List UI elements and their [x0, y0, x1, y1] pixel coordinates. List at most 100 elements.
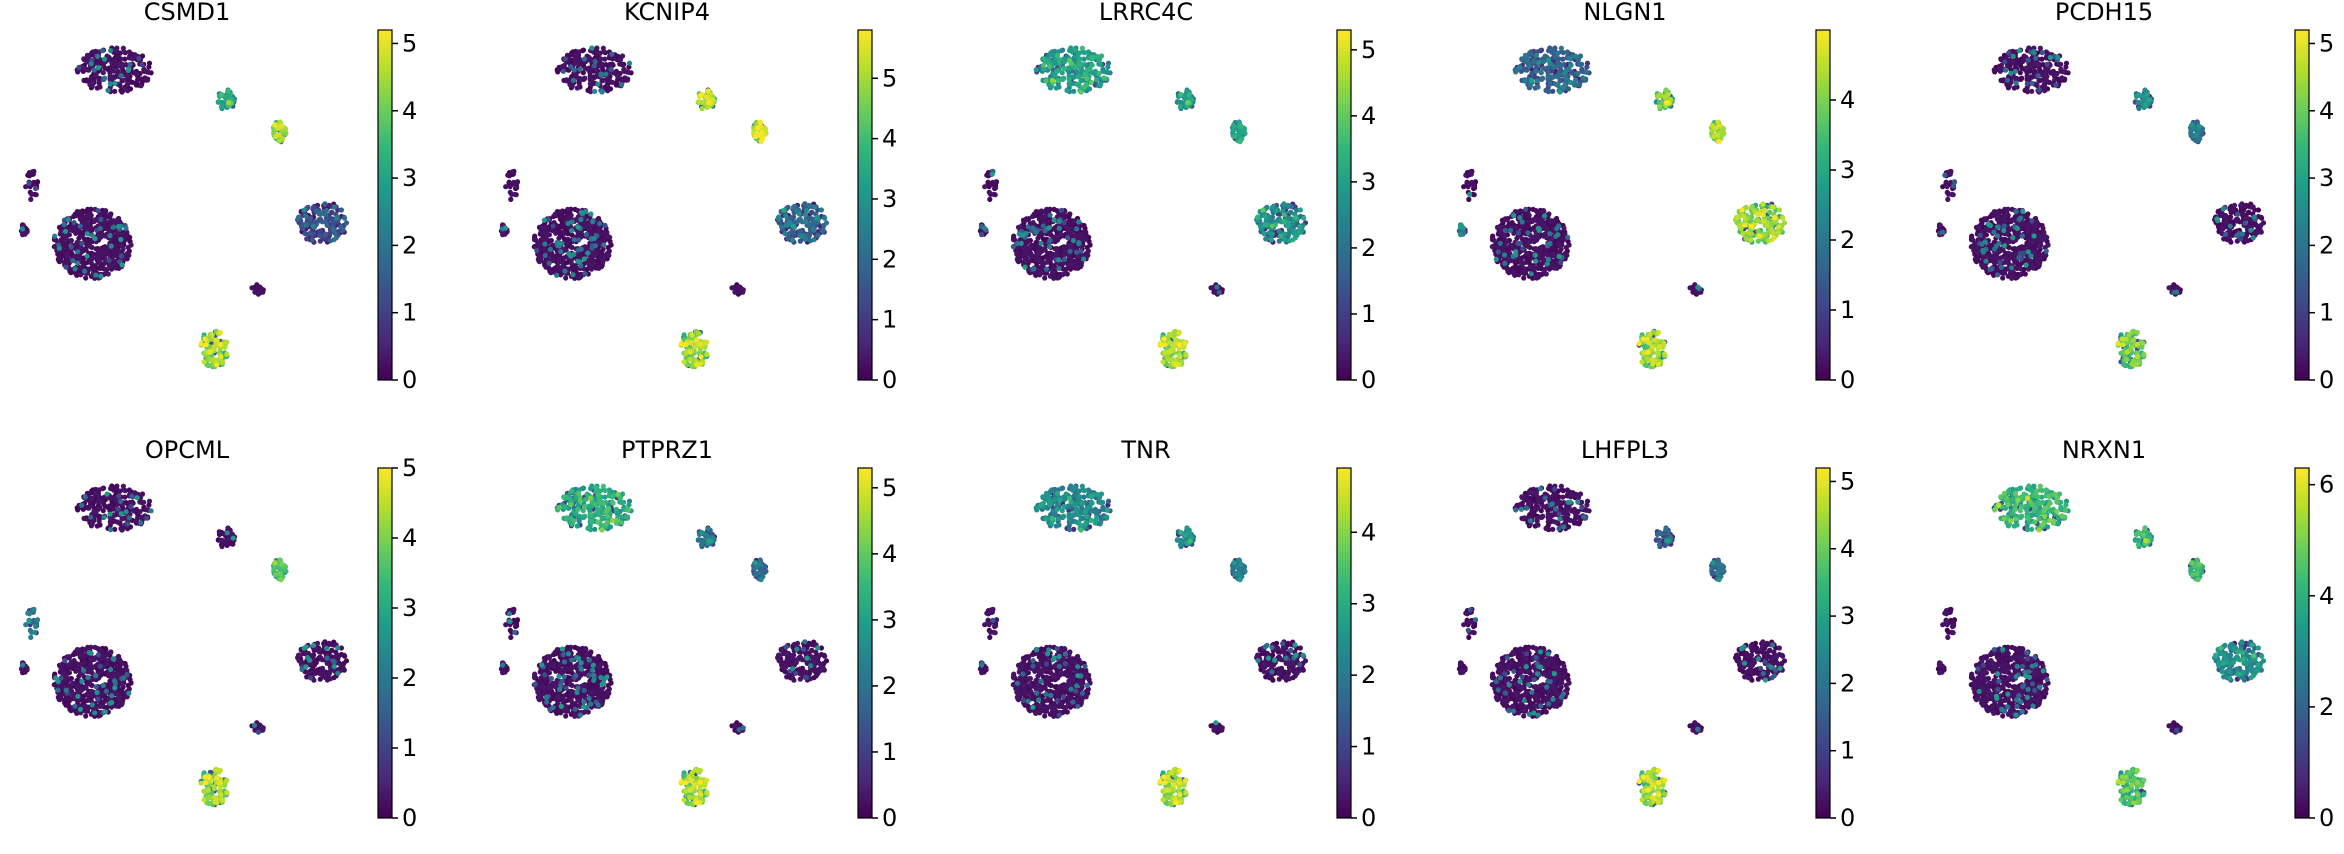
data-point [706, 99, 712, 106]
data-point [539, 228, 546, 234]
data-point [218, 354, 224, 360]
data-point [145, 77, 151, 83]
data-point [1543, 271, 1549, 277]
data-point [698, 354, 704, 360]
data-point [99, 48, 105, 54]
data-point [1022, 264, 1028, 270]
data-point [1524, 250, 1530, 257]
data-point [1263, 222, 1269, 228]
data-point [790, 223, 796, 229]
data-point [1502, 227, 1508, 234]
data-point [1550, 251, 1556, 257]
data-point [1465, 180, 1471, 186]
data-point [64, 252, 70, 258]
data-point [1181, 344, 1187, 350]
data-point [991, 191, 997, 197]
data-point [101, 56, 108, 62]
data-point [1661, 340, 1667, 346]
data-point [1018, 224, 1024, 230]
data-point [127, 61, 133, 67]
data-point [1526, 244, 1532, 250]
data-point [1517, 64, 1523, 70]
data-point [130, 56, 136, 62]
scatter-points [498, 45, 830, 370]
data-point [1276, 238, 1282, 244]
data-point [75, 260, 81, 266]
data-point [118, 236, 124, 243]
data-point [583, 208, 589, 214]
data-point [217, 341, 224, 347]
colorbar-tick-label: 2 [882, 245, 897, 273]
data-point [121, 77, 127, 83]
data-point [209, 332, 215, 338]
data-point [1176, 341, 1183, 347]
data-point [100, 70, 106, 76]
data-point [591, 253, 597, 259]
data-point [1065, 262, 1071, 268]
data-point [546, 260, 552, 266]
data-point [1056, 265, 1062, 271]
data-point [215, 99, 222, 105]
data-point [577, 66, 583, 72]
data-point [1534, 234, 1540, 240]
data-point [678, 340, 684, 347]
data-point [1657, 343, 1663, 349]
data-point [609, 61, 615, 67]
data-point [1584, 64, 1590, 70]
data-point [1558, 259, 1564, 265]
data-point [1081, 256, 1087, 262]
data-point [1567, 55, 1573, 61]
data-point [330, 226, 336, 232]
colorbar-tick-label: 2 [1840, 226, 1855, 254]
data-point [95, 65, 102, 71]
data-point [802, 212, 809, 218]
data-point [1531, 58, 1537, 65]
data-point [138, 83, 144, 89]
data-point [554, 272, 560, 278]
data-point [212, 344, 218, 350]
data-point [1030, 213, 1036, 220]
data-point [295, 214, 302, 220]
data-point [1513, 249, 1519, 255]
data-point [1297, 207, 1303, 213]
data-point [1273, 208, 1279, 214]
panel-title: NLGN1 [1583, 0, 1666, 26]
data-point [203, 342, 209, 348]
data-point [91, 251, 97, 257]
data-point [555, 69, 561, 75]
data-point [609, 79, 616, 85]
data-point [112, 88, 118, 94]
data-point [555, 225, 561, 231]
data-point [1081, 84, 1088, 90]
data-point [1035, 235, 1041, 241]
colorbar-tick-label: 1 [1361, 300, 1376, 328]
data-point [575, 60, 581, 67]
data-point [694, 362, 700, 368]
data-point [1066, 77, 1072, 83]
scatter-points [977, 45, 1309, 370]
data-point [33, 185, 39, 192]
colorbar-tick-label: 0 [1840, 366, 1855, 394]
data-point [1262, 213, 1268, 219]
data-point [502, 225, 508, 231]
data-point [78, 265, 84, 271]
data-point [542, 241, 548, 247]
data-point [76, 64, 82, 70]
data-point [125, 80, 131, 86]
data-point [257, 289, 263, 295]
data-point [223, 340, 229, 346]
data-point [29, 191, 35, 197]
data-point [1662, 351, 1668, 357]
colorbar-tick-label: 5 [402, 29, 417, 57]
data-point [1074, 264, 1080, 270]
data-point [72, 253, 78, 260]
data-point [52, 233, 58, 239]
data-point [307, 215, 313, 221]
data-point [687, 356, 693, 363]
data-point [65, 216, 71, 223]
data-point [550, 223, 556, 229]
data-point [1018, 254, 1024, 260]
